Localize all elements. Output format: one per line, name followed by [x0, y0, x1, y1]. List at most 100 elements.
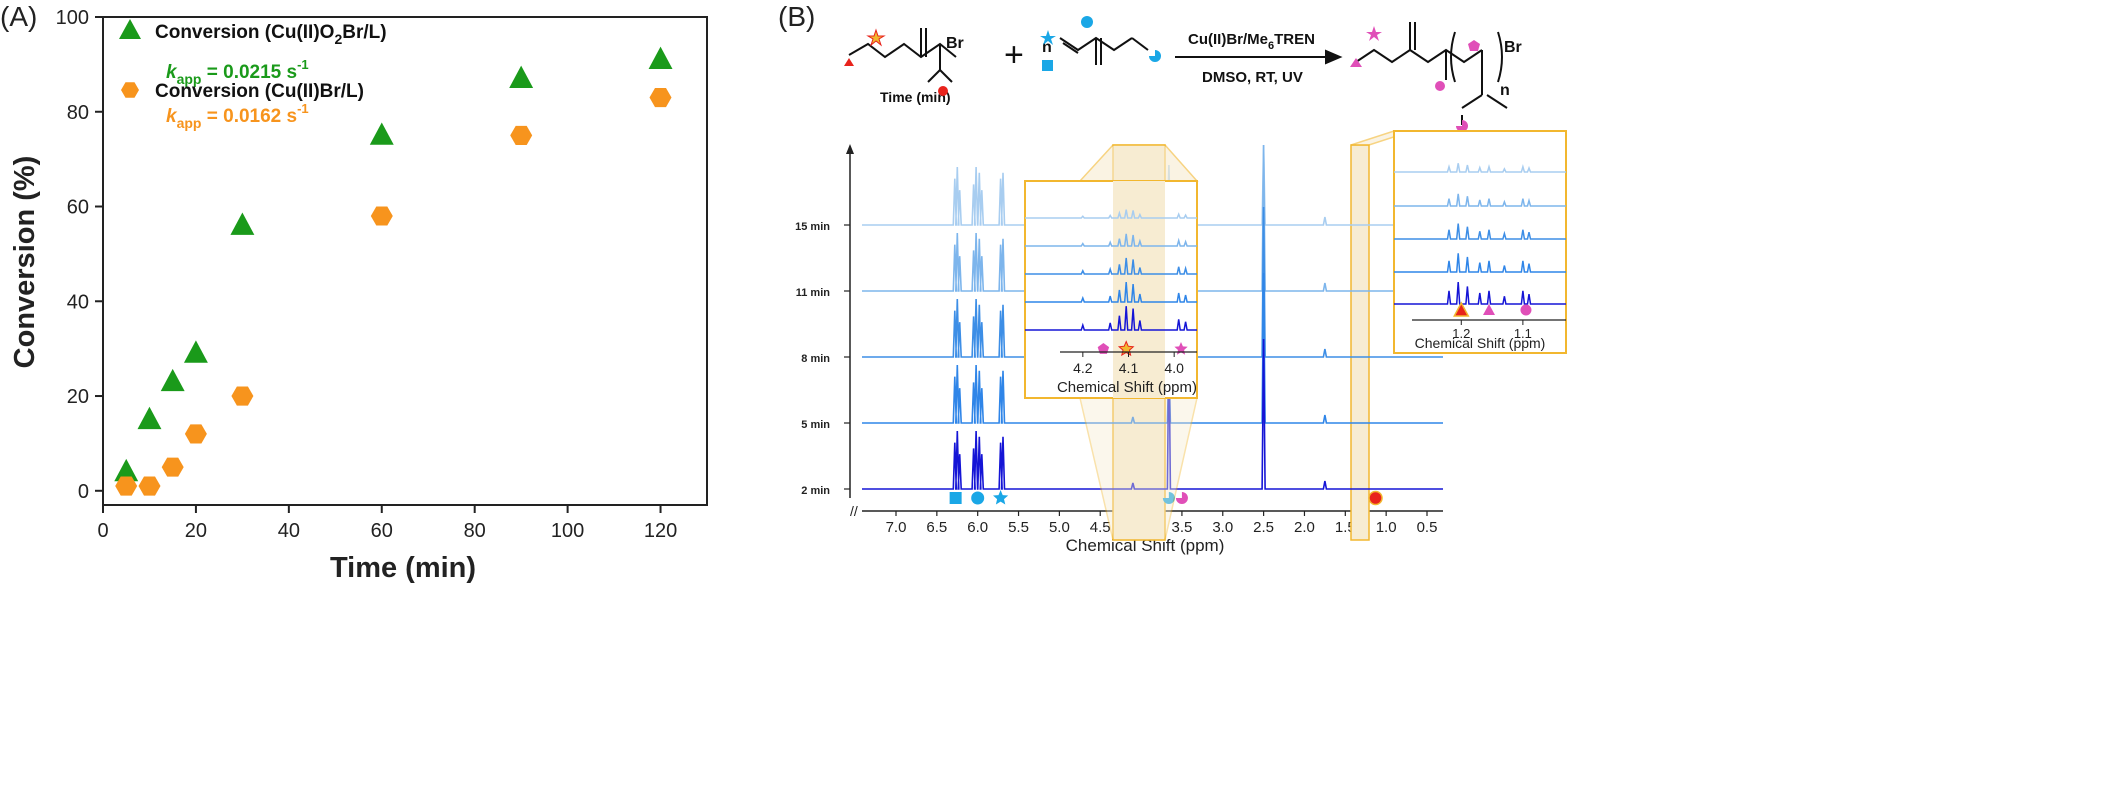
spectrum-trace: [862, 206, 1443, 358]
scheme-triangle-red: [844, 58, 854, 66]
spectrum-ticks: 7.06.56.05.55.04.54.03.53.02.52.01.51.00…: [886, 511, 1438, 536]
hexagon-point: [510, 125, 533, 145]
spectrum-axis-break: //: [850, 503, 858, 519]
legend-triangle-marker: [119, 19, 141, 39]
spectrum-tick-label: 1.0: [1376, 519, 1397, 536]
spectrum-trace: [862, 272, 1443, 424]
inset-2-traces: [1394, 163, 1566, 317]
triangle-point: [648, 46, 673, 70]
marker-square-cyan: [949, 492, 962, 504]
inset-1-pentagon-pink: [1097, 343, 1110, 354]
product-bracket-left: [1450, 31, 1456, 83]
x-tick-label: 60: [371, 520, 393, 542]
spectrum-tick-label: 6.5: [926, 519, 947, 536]
plus-sign: +: [1004, 36, 1024, 74]
highlight-region-2: [1350, 144, 1370, 541]
monomer-double-bond: [1062, 42, 1079, 54]
axis-ticks: 0 20 40 60 80 100 120 0 20 40 60 80 100: [56, 7, 678, 542]
panel-a-label: (A): [0, 1, 37, 32]
inset-2-ticks: 1.2 1.1: [1452, 320, 1532, 341]
inset-2-trace: [1394, 223, 1566, 240]
inset-1-trace: [1025, 233, 1197, 247]
y-tick-label: 20: [67, 386, 89, 408]
reaction-scheme: [848, 22, 1508, 125]
initiator-methyl-2: [939, 69, 953, 83]
scheme-star-pink: [1366, 26, 1382, 41]
product-side-chain-dbl: [1486, 94, 1508, 109]
scheme-star-cyan: [1040, 30, 1056, 45]
marker-star-cyan: [993, 490, 1009, 505]
triangle-point: [160, 368, 185, 392]
legend-k1: kapp = 0.0215 s-1: [166, 57, 309, 87]
scheme-pie-pink: [1456, 120, 1468, 132]
legend: Conversion (Cu(II)O2Br/L) kapp = 0.0215 …: [119, 19, 387, 131]
inset-2-tick-label: 1.1: [1514, 326, 1532, 341]
scheme-circle-pink: [1435, 81, 1445, 91]
scheme-pie-cyan: [1149, 50, 1161, 62]
spectrum-tick-label: 7.0: [886, 519, 907, 536]
spectrum-tick-label: 5.0: [1049, 519, 1070, 536]
time-label: 11 min: [796, 287, 831, 299]
inset-2-trace: [1394, 253, 1566, 273]
time-labels: 15 min 11 min 8 min 5 min 2 min: [795, 221, 850, 497]
y-tick-label: 0: [78, 481, 89, 503]
inset-1-tick-label: 4.1: [1119, 360, 1139, 376]
spectrum-tick-label: 4.5: [1090, 519, 1111, 536]
panel-b-label: (B): [778, 1, 815, 32]
scheme-text: Br + n Time (min) Cu(II)Br/Me6TREN DMSO,…: [880, 31, 1522, 105]
product-side-chain-o: [1461, 94, 1483, 109]
data-points: [114, 46, 673, 496]
inset-2-trace: [1394, 281, 1566, 305]
marker-pie-pink: [1175, 492, 1188, 504]
monomer-methyl: [1131, 37, 1149, 51]
spectrum-tick-label: 2.5: [1253, 519, 1274, 536]
inset-1-tick-label: 4.0: [1164, 360, 1184, 376]
legend-series-2: Conversion (Cu(II)Br/L): [155, 81, 364, 102]
spectrum-tick-label: 0.5: [1417, 519, 1438, 536]
spectrum-x-title: Chemical Shift (ppm): [1066, 536, 1225, 555]
spectrum-tick-label: 2.0: [1294, 519, 1315, 536]
inset-2-triangle-pink: [1483, 304, 1495, 315]
inset-1-connector: [1078, 144, 1199, 182]
inset-2-x-title: Chemical Shift (ppm): [1415, 335, 1546, 351]
time-label: 5 min: [801, 419, 830, 431]
nmr-spectra: [862, 144, 1443, 490]
legend-hexagon-marker: [121, 82, 139, 98]
time-label: 15 min: [795, 221, 830, 233]
hexagon-point: [161, 457, 184, 477]
product-n-label: n: [1500, 82, 1510, 99]
x-tick-label: 40: [278, 520, 300, 542]
monomer-n-label: n: [1042, 39, 1052, 56]
scheme-circle-cyan: [1081, 16, 1093, 28]
triangle-point: [183, 340, 208, 363]
scheme-pentagon-pink: [1468, 40, 1480, 51]
spectrum-trace: [862, 144, 1443, 226]
y-tick-label: 60: [67, 197, 89, 219]
inset-1-tick-label: 4.2: [1073, 360, 1093, 376]
scheme-markers: [844, 16, 1480, 132]
initiator-br-label: Br: [946, 35, 964, 52]
spectrum-tick-label: 3.5: [1171, 519, 1192, 536]
y-axis-title: Conversion (%): [9, 156, 41, 369]
marker-circle-red: [1368, 490, 1383, 506]
conditions-label: DMSO, RT, UV: [1202, 69, 1303, 86]
peak-markers: [949, 490, 1383, 506]
inset-1-trace: [1025, 282, 1197, 303]
inset-1-trace: [1025, 306, 1197, 331]
product-skeleton: [1355, 48, 1483, 64]
y-tick-label: 80: [67, 102, 89, 124]
product-br-label: Br: [1504, 39, 1522, 56]
spectrum-tick-label: 6.0: [967, 519, 988, 536]
time-label: 8 min: [801, 353, 830, 365]
inset-1-ticks: 4.2 4.1 4.0: [1073, 352, 1184, 376]
x-axis-title: Time (min): [330, 552, 476, 584]
y-tick-label: 100: [56, 7, 89, 29]
spectrum-y-axis-arrow: [846, 144, 854, 154]
hexagon-point: [184, 424, 207, 444]
spectrum-trace: [862, 338, 1443, 490]
initiator-caption: Time (min): [880, 89, 951, 105]
inset-1-trace: [1025, 209, 1197, 219]
spectrum-tick-label: 3.0: [1212, 519, 1233, 536]
scheme-triangle-pink: [1350, 58, 1362, 67]
